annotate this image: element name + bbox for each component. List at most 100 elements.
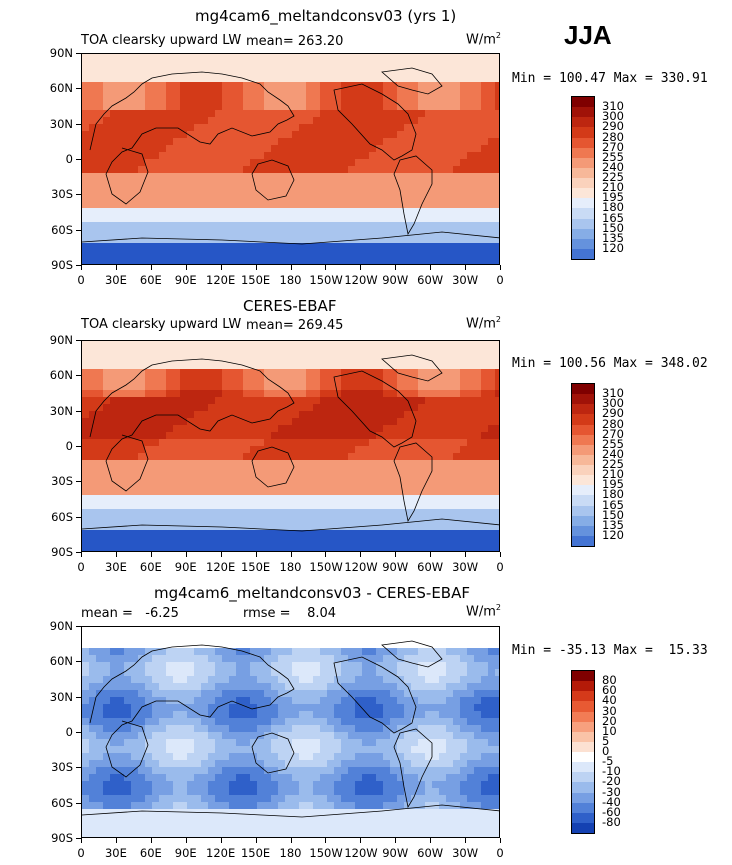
field-cell bbox=[180, 753, 187, 760]
field-cell bbox=[292, 355, 299, 362]
field-cell bbox=[110, 103, 117, 110]
field-cell bbox=[264, 641, 271, 648]
field-cell bbox=[453, 243, 460, 250]
field-cell bbox=[229, 446, 236, 453]
field-cell bbox=[285, 201, 292, 208]
field-cell bbox=[453, 411, 460, 418]
field-cell bbox=[257, 648, 264, 655]
field-cell bbox=[418, 523, 425, 530]
field-cell bbox=[453, 236, 460, 243]
field-cell bbox=[187, 446, 194, 453]
field-cell bbox=[215, 187, 222, 194]
field-cell bbox=[348, 180, 355, 187]
field-cell bbox=[89, 439, 96, 446]
field-cell bbox=[474, 460, 481, 467]
field-cell bbox=[285, 145, 292, 152]
field-cell bbox=[194, 655, 201, 662]
field-cell bbox=[362, 432, 369, 439]
panel-1-title: mg4cam6_meltandconsv03 (yrs 1) bbox=[195, 7, 457, 25]
field-cell bbox=[159, 68, 166, 75]
field-cell bbox=[383, 131, 390, 138]
field-cell bbox=[236, 467, 243, 474]
field-cell bbox=[145, 236, 152, 243]
field-cell bbox=[488, 641, 495, 648]
field-cell bbox=[110, 516, 117, 523]
field-cell bbox=[96, 383, 103, 390]
field-cell bbox=[145, 173, 152, 180]
field-cell bbox=[103, 68, 110, 75]
field-cell bbox=[208, 641, 215, 648]
field-cell bbox=[89, 453, 96, 460]
field-cell bbox=[313, 229, 320, 236]
field-cell bbox=[474, 383, 481, 390]
field-cell bbox=[306, 390, 313, 397]
field-cell bbox=[131, 75, 138, 82]
field-cell bbox=[320, 711, 327, 718]
field-cell bbox=[383, 145, 390, 152]
field-cell bbox=[383, 166, 390, 173]
field-cell bbox=[89, 411, 96, 418]
field-cell bbox=[243, 138, 250, 145]
field-cell bbox=[180, 390, 187, 397]
field-cell bbox=[278, 704, 285, 711]
field-cell bbox=[180, 627, 187, 634]
field-cell bbox=[124, 152, 131, 159]
field-cell bbox=[89, 502, 96, 509]
field-cell bbox=[334, 474, 341, 481]
field-cell bbox=[257, 222, 264, 229]
field-cell bbox=[432, 718, 439, 725]
field-cell bbox=[159, 662, 166, 669]
field-cell bbox=[187, 711, 194, 718]
field-cell bbox=[89, 82, 96, 89]
field-cell bbox=[446, 131, 453, 138]
field-cell bbox=[96, 61, 103, 68]
field-cell bbox=[229, 404, 236, 411]
field-cell bbox=[439, 348, 446, 355]
field-cell bbox=[481, 516, 488, 523]
field-cell bbox=[306, 82, 313, 89]
field-cell bbox=[82, 131, 89, 138]
field-cell bbox=[334, 397, 341, 404]
field-cell bbox=[404, 159, 411, 166]
field-cell bbox=[348, 215, 355, 222]
field-cell bbox=[411, 544, 418, 551]
field-cell bbox=[103, 418, 110, 425]
field-cell bbox=[278, 467, 285, 474]
field-cell bbox=[481, 425, 488, 432]
field-cell bbox=[362, 516, 369, 523]
field-cell bbox=[439, 634, 446, 641]
field-cell bbox=[229, 264, 236, 265]
field-cell bbox=[327, 760, 334, 767]
field-cell bbox=[390, 425, 397, 432]
field-cell bbox=[215, 159, 222, 166]
field-cell bbox=[439, 488, 446, 495]
field-cell bbox=[110, 397, 117, 404]
field-cell bbox=[201, 54, 208, 61]
field-cell bbox=[481, 355, 488, 362]
field-cell bbox=[180, 662, 187, 669]
field-cell bbox=[215, 250, 222, 257]
field-cell bbox=[138, 425, 145, 432]
field-cell bbox=[278, 509, 285, 516]
field-cell bbox=[306, 544, 313, 551]
field-cell bbox=[138, 166, 145, 173]
field-cell bbox=[397, 495, 404, 502]
field-cell bbox=[243, 467, 250, 474]
field-cell bbox=[110, 145, 117, 152]
field-cell bbox=[383, 544, 390, 551]
field-cell bbox=[404, 544, 411, 551]
field-cell bbox=[460, 425, 467, 432]
field-cell bbox=[201, 348, 208, 355]
field-cell bbox=[334, 690, 341, 697]
field-cell bbox=[82, 446, 89, 453]
field-cell bbox=[411, 250, 418, 257]
field-cell bbox=[474, 201, 481, 208]
field-cell bbox=[495, 397, 499, 404]
field-cell bbox=[446, 495, 453, 502]
field-cell bbox=[271, 425, 278, 432]
field-cell bbox=[495, 544, 499, 551]
field-cell bbox=[397, 648, 404, 655]
field-cell bbox=[292, 537, 299, 544]
field-cell bbox=[495, 68, 499, 75]
field-cell bbox=[334, 159, 341, 166]
